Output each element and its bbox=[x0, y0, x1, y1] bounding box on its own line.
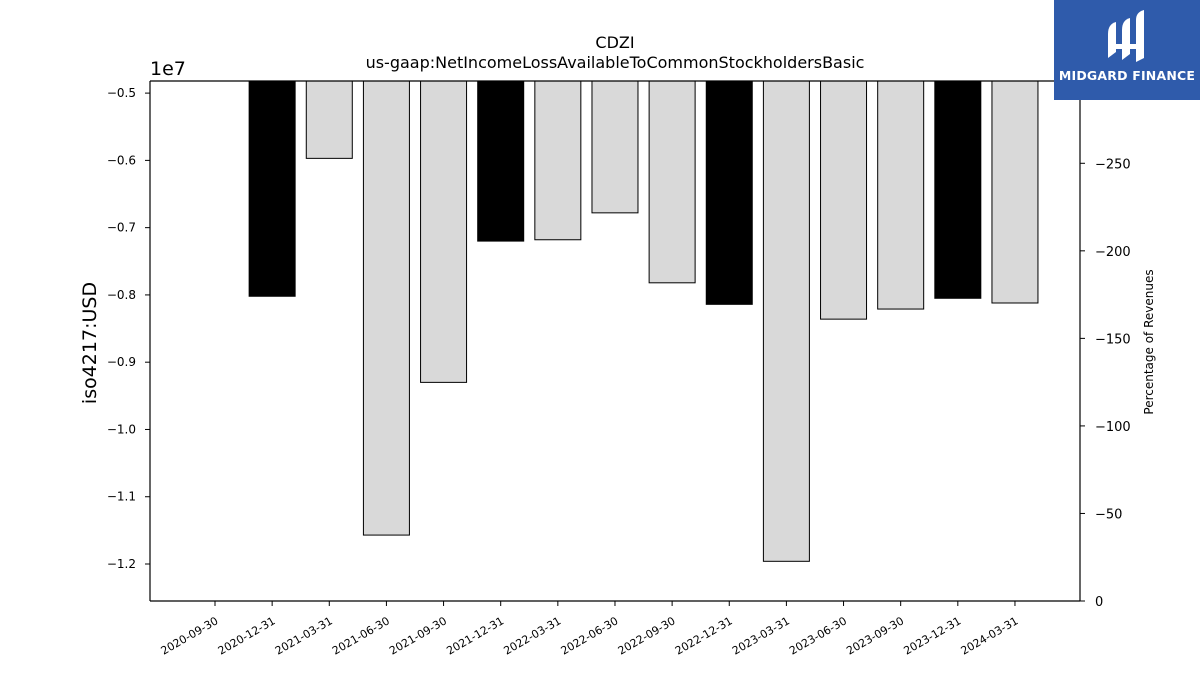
x-tick-label: 2021-03-31 bbox=[273, 614, 335, 657]
x-tick-label: 2022-09-30 bbox=[616, 614, 678, 657]
x-tick-label: 2023-12-31 bbox=[901, 614, 963, 657]
x-tick-label: 2020-09-30 bbox=[159, 614, 221, 657]
x-tick-label: 2023-09-30 bbox=[844, 614, 906, 657]
y-tick-label: −1.0 bbox=[107, 422, 136, 436]
bar bbox=[877, 80, 925, 310]
x-tick-label: 2022-12-31 bbox=[673, 614, 735, 657]
x-tick-label: 2021-09-30 bbox=[387, 614, 449, 657]
x-tick-label: 2021-06-30 bbox=[330, 614, 392, 657]
y-tick-label: −0.7 bbox=[107, 221, 136, 235]
y-offset-label: 1e7 bbox=[150, 58, 186, 80]
y2-tick-label: −50 bbox=[1095, 507, 1122, 522]
y-tick-label: −1.1 bbox=[107, 490, 136, 504]
bar bbox=[820, 80, 868, 320]
bar bbox=[534, 80, 582, 241]
y-tick-label: −0.9 bbox=[107, 355, 136, 369]
y-tick-label: −0.6 bbox=[107, 153, 136, 167]
y-tick-label: −0.8 bbox=[107, 288, 136, 302]
bar bbox=[934, 80, 982, 299]
y2-tick-label: 0 bbox=[1095, 595, 1103, 610]
bar bbox=[705, 80, 753, 305]
bar bbox=[305, 80, 353, 159]
bar bbox=[420, 80, 468, 383]
x-tick-label: 2024-03-31 bbox=[959, 614, 1021, 657]
bar bbox=[648, 80, 696, 284]
y2-axis-label: Percentage of Revenues bbox=[1142, 269, 1156, 414]
y2-tick-label: −250 bbox=[1095, 157, 1131, 172]
x-tick-label: 2020-12-31 bbox=[216, 614, 278, 657]
x-tick-label: 2023-03-31 bbox=[730, 614, 792, 657]
y-tick-label: −1.2 bbox=[107, 557, 136, 571]
x-tick-label: 2021-12-31 bbox=[444, 614, 506, 657]
brand-logo: MIDGARD FINANCE bbox=[1054, 0, 1200, 100]
bar bbox=[477, 80, 525, 242]
y2-tick-label: −200 bbox=[1095, 245, 1131, 260]
logo-mark-icon bbox=[1108, 10, 1144, 62]
bar bbox=[991, 80, 1039, 304]
x-tick-label: 2022-03-31 bbox=[501, 614, 563, 657]
bar bbox=[762, 80, 810, 562]
bar bbox=[362, 80, 410, 536]
y2-tick-label: −100 bbox=[1095, 420, 1131, 435]
bar bbox=[248, 80, 296, 297]
logo-text: MIDGARD FINANCE bbox=[1058, 68, 1196, 83]
chart-title: CDZI bbox=[595, 33, 634, 52]
y2-tick-label: −150 bbox=[1095, 332, 1131, 347]
y-axis-label: iso4217:USD bbox=[79, 282, 101, 404]
chart-subtitle: us-gaap:NetIncomeLossAvailableToCommonSt… bbox=[366, 53, 865, 72]
y-tick-label: −0.5 bbox=[107, 86, 136, 100]
x-tick-label: 2022-06-30 bbox=[559, 614, 621, 657]
x-tick-label: 2023-06-30 bbox=[787, 614, 849, 657]
bar bbox=[591, 80, 639, 214]
